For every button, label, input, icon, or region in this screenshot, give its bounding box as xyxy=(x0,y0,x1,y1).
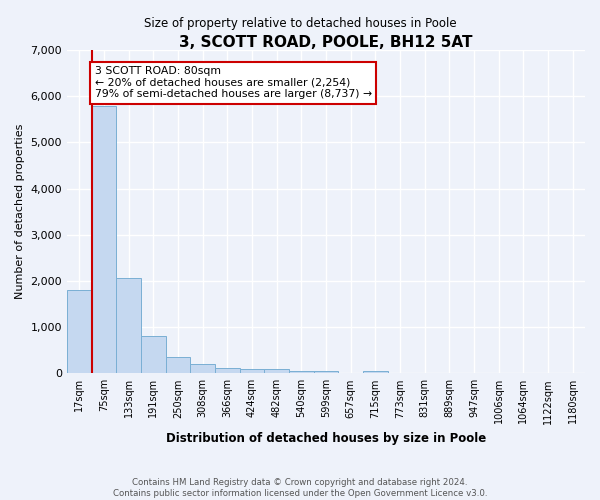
Text: Size of property relative to detached houses in Poole: Size of property relative to detached ho… xyxy=(143,18,457,30)
Bar xyxy=(314,371,338,374)
Title: 3, SCOTT ROAD, POOLE, BH12 5AT: 3, SCOTT ROAD, POOLE, BH12 5AT xyxy=(179,35,473,50)
X-axis label: Distribution of detached houses by size in Poole: Distribution of detached houses by size … xyxy=(166,432,486,445)
Bar xyxy=(190,364,215,374)
Text: Contains HM Land Registry data © Crown copyright and database right 2024.
Contai: Contains HM Land Registry data © Crown c… xyxy=(113,478,487,498)
Bar xyxy=(67,290,92,374)
Bar xyxy=(363,371,388,374)
Bar xyxy=(116,278,141,374)
Y-axis label: Number of detached properties: Number of detached properties xyxy=(15,124,25,300)
Bar xyxy=(141,336,166,374)
Bar xyxy=(166,357,190,374)
Bar xyxy=(289,371,314,374)
Bar xyxy=(215,368,239,374)
Text: 3 SCOTT ROAD: 80sqm
← 20% of detached houses are smaller (2,254)
79% of semi-det: 3 SCOTT ROAD: 80sqm ← 20% of detached ho… xyxy=(95,66,372,100)
Bar xyxy=(92,106,116,374)
Bar xyxy=(265,369,289,374)
Bar xyxy=(239,369,265,374)
